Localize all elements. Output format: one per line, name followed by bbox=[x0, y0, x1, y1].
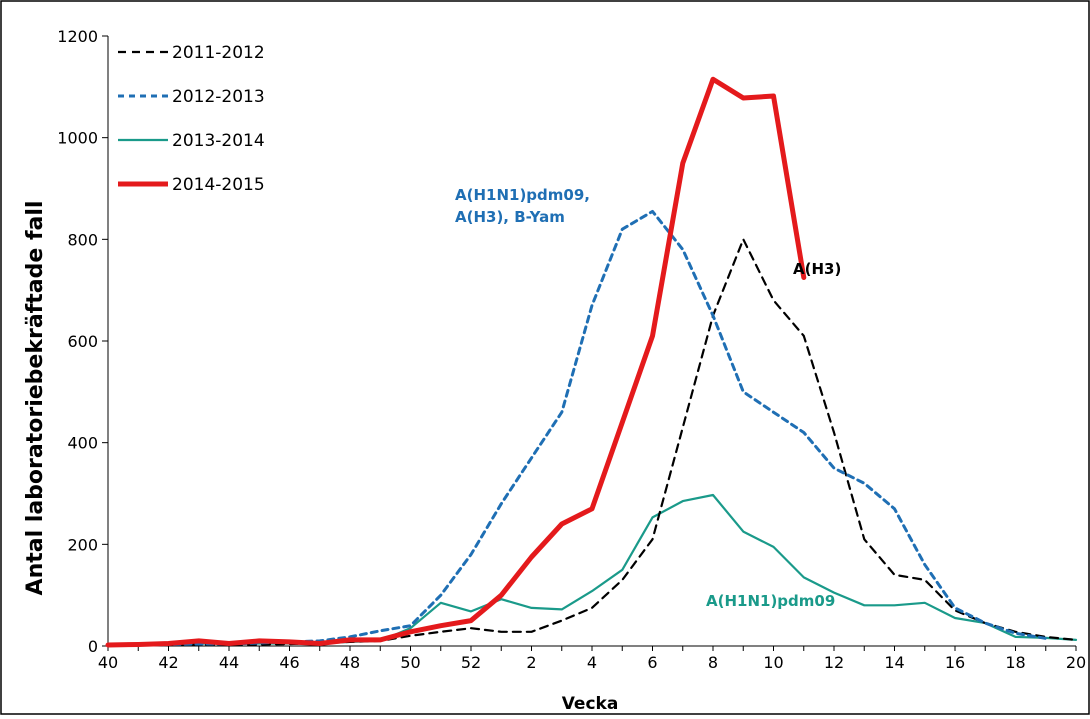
x-tick-label: 6 bbox=[647, 653, 657, 672]
x-tick-label: 20 bbox=[1066, 653, 1086, 672]
x-tick-label: 48 bbox=[340, 653, 360, 672]
x-tick-label: 44 bbox=[219, 653, 239, 672]
series-line-2014-2015 bbox=[105, 76, 807, 648]
x-tick-label: 52 bbox=[461, 653, 481, 672]
x-tick-label: 50 bbox=[400, 653, 420, 672]
y-tick-label: 1000 bbox=[57, 129, 98, 148]
x-tick-label: 4 bbox=[587, 653, 597, 672]
x-tick-label: 46 bbox=[279, 653, 299, 672]
y-tick-label: 400 bbox=[67, 434, 98, 453]
legend-label: 2013-2014 bbox=[172, 131, 265, 151]
x-tick-label: 40 bbox=[98, 653, 118, 672]
x-tick-label: 14 bbox=[884, 653, 904, 672]
x-tick-label: 10 bbox=[763, 653, 783, 672]
y-tick-label: 800 bbox=[67, 230, 98, 249]
x-axis-label: Vecka bbox=[562, 694, 619, 714]
y-axis-label: Antal laboratoriebekräftade fall bbox=[23, 201, 48, 596]
x-tick-label: 12 bbox=[824, 653, 844, 672]
x-tick-label: 2 bbox=[526, 653, 536, 672]
legend-label: 2012-2013 bbox=[172, 87, 265, 107]
x-tick-label: 18 bbox=[1005, 653, 1025, 672]
x-tick-label: 42 bbox=[158, 653, 178, 672]
legend-label: 2014-2015 bbox=[172, 175, 265, 195]
y-tick-label: 0 bbox=[88, 637, 98, 656]
x-tick-label: 8 bbox=[708, 653, 718, 672]
legend-label: 2011-2012 bbox=[172, 43, 265, 63]
series-line-2011-2012 bbox=[106, 238, 1078, 647]
annotation-label: A(H3), B-Yam bbox=[455, 208, 565, 226]
y-tick-label: 1200 bbox=[57, 27, 98, 46]
annotation-label: A(H1N1)pdm09, bbox=[455, 186, 590, 204]
x-tick-label: 16 bbox=[945, 653, 965, 672]
annotation-label: A(H1N1)pdm09 bbox=[706, 592, 835, 610]
y-tick-label: 600 bbox=[67, 332, 98, 351]
y-tick-label: 200 bbox=[67, 535, 98, 554]
annotation-label: A(H3) bbox=[793, 260, 841, 278]
